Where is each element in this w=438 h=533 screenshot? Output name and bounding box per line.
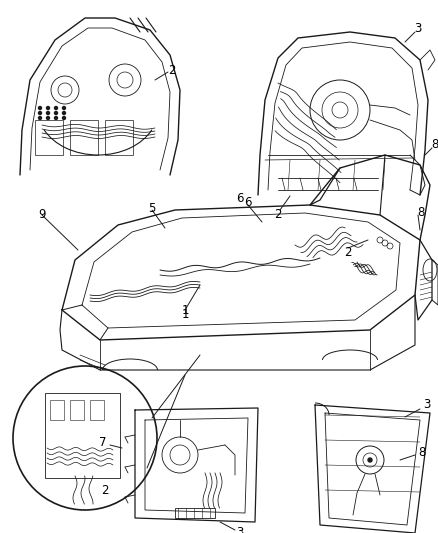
Text: 2: 2 [274, 207, 282, 221]
Circle shape [54, 107, 57, 109]
Text: 3: 3 [414, 21, 422, 35]
Circle shape [63, 117, 66, 119]
Text: 6: 6 [236, 191, 244, 205]
Bar [45, 393, 120, 478]
Circle shape [63, 107, 66, 109]
Text: 3: 3 [237, 527, 244, 533]
Circle shape [54, 117, 57, 119]
Text: 3: 3 [423, 399, 431, 411]
Text: 2: 2 [168, 63, 176, 77]
Text: 1: 1 [181, 309, 189, 321]
Bar [50, 400, 64, 420]
Circle shape [63, 111, 66, 115]
Circle shape [39, 111, 42, 115]
Circle shape [54, 111, 57, 115]
Text: 8: 8 [417, 206, 425, 219]
Circle shape [46, 117, 49, 119]
Bar [90, 400, 104, 420]
Bar [175, 508, 215, 518]
Text: 8: 8 [418, 446, 426, 458]
Circle shape [39, 107, 42, 109]
Text: 6: 6 [244, 197, 252, 209]
Circle shape [39, 117, 42, 119]
Bar [70, 120, 98, 155]
Text: 8: 8 [431, 139, 438, 151]
Text: 2: 2 [344, 246, 352, 259]
Text: 2: 2 [101, 483, 109, 497]
Text: 5: 5 [148, 201, 155, 214]
Bar [35, 120, 63, 155]
Text: 9: 9 [38, 208, 46, 222]
Bar [70, 400, 84, 420]
Bar [105, 120, 133, 155]
Text: 7: 7 [99, 437, 107, 449]
Text: 1: 1 [181, 303, 189, 317]
Circle shape [368, 458, 372, 462]
Circle shape [46, 111, 49, 115]
Circle shape [46, 107, 49, 109]
